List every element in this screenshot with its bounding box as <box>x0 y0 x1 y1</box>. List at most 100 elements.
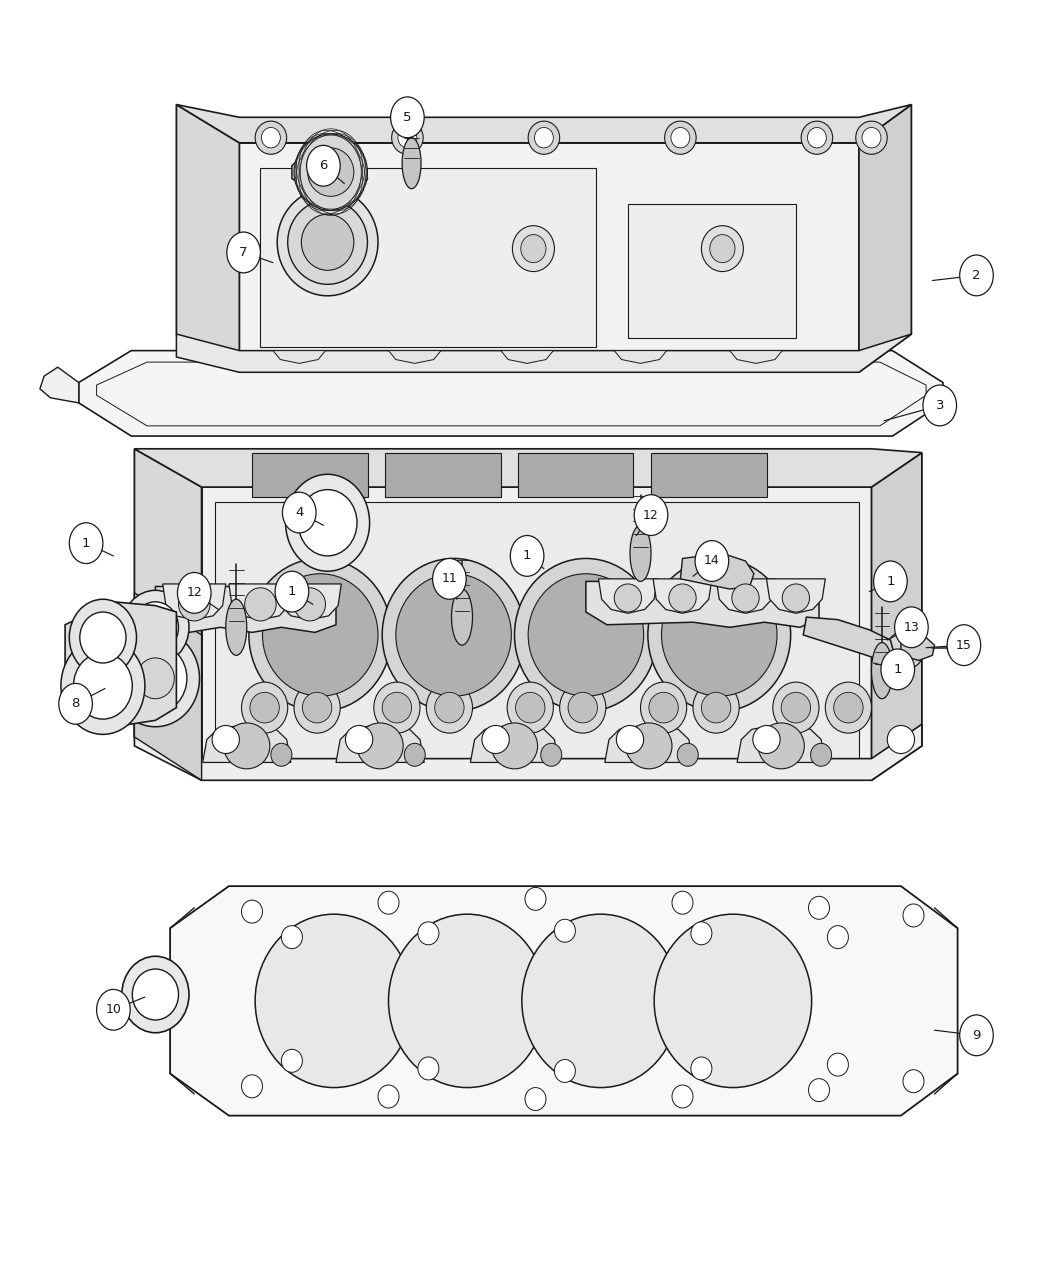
Ellipse shape <box>753 725 780 754</box>
Ellipse shape <box>281 1049 302 1072</box>
Polygon shape <box>501 351 553 363</box>
Ellipse shape <box>827 1053 848 1076</box>
Ellipse shape <box>758 723 804 769</box>
Ellipse shape <box>61 638 145 734</box>
Polygon shape <box>653 579 712 613</box>
Circle shape <box>227 232 260 273</box>
Ellipse shape <box>691 1057 712 1080</box>
Ellipse shape <box>357 723 403 769</box>
Ellipse shape <box>136 658 174 699</box>
Ellipse shape <box>512 226 554 272</box>
Ellipse shape <box>277 189 378 296</box>
Ellipse shape <box>80 612 126 663</box>
Ellipse shape <box>528 121 560 154</box>
Polygon shape <box>766 579 825 613</box>
Polygon shape <box>239 143 859 372</box>
Polygon shape <box>278 584 341 620</box>
Ellipse shape <box>388 914 546 1088</box>
Circle shape <box>59 683 92 724</box>
Polygon shape <box>803 617 895 660</box>
Polygon shape <box>292 150 368 189</box>
Text: 7: 7 <box>239 246 248 259</box>
Ellipse shape <box>382 692 412 723</box>
Ellipse shape <box>525 1088 546 1111</box>
Ellipse shape <box>665 121 696 154</box>
Ellipse shape <box>435 692 464 723</box>
Ellipse shape <box>245 588 276 621</box>
Circle shape <box>947 625 981 666</box>
Ellipse shape <box>554 1060 575 1082</box>
Circle shape <box>282 492 316 533</box>
Ellipse shape <box>886 631 924 669</box>
Polygon shape <box>134 449 202 780</box>
Text: 9: 9 <box>972 1029 981 1042</box>
Ellipse shape <box>255 914 413 1088</box>
Ellipse shape <box>507 682 553 733</box>
Polygon shape <box>730 351 782 363</box>
Text: 10: 10 <box>105 1003 122 1016</box>
Ellipse shape <box>298 490 357 556</box>
Ellipse shape <box>242 900 262 923</box>
Ellipse shape <box>132 969 179 1020</box>
Text: 6: 6 <box>319 159 328 172</box>
Polygon shape <box>215 502 859 765</box>
Ellipse shape <box>482 725 509 754</box>
Polygon shape <box>170 886 958 1116</box>
Ellipse shape <box>640 682 687 733</box>
Ellipse shape <box>302 692 332 723</box>
Ellipse shape <box>255 121 287 154</box>
Ellipse shape <box>560 682 606 733</box>
Polygon shape <box>336 724 424 762</box>
Ellipse shape <box>516 692 545 723</box>
Text: 1: 1 <box>894 663 902 676</box>
Ellipse shape <box>782 584 810 612</box>
Ellipse shape <box>710 235 735 263</box>
Ellipse shape <box>701 226 743 272</box>
Ellipse shape <box>672 1085 693 1108</box>
Circle shape <box>923 385 957 426</box>
Ellipse shape <box>616 725 644 754</box>
Ellipse shape <box>224 723 270 769</box>
Polygon shape <box>134 449 922 487</box>
Ellipse shape <box>281 926 302 949</box>
Ellipse shape <box>418 922 439 945</box>
Ellipse shape <box>396 574 511 696</box>
Text: 1: 1 <box>886 575 895 588</box>
Polygon shape <box>901 638 934 660</box>
Ellipse shape <box>662 574 777 696</box>
Ellipse shape <box>541 743 562 766</box>
Ellipse shape <box>122 590 189 664</box>
Polygon shape <box>470 724 559 762</box>
Polygon shape <box>163 584 226 620</box>
Circle shape <box>97 989 130 1030</box>
Circle shape <box>307 145 340 186</box>
Circle shape <box>433 558 466 599</box>
Ellipse shape <box>418 1057 439 1080</box>
Ellipse shape <box>872 643 892 699</box>
Polygon shape <box>40 367 79 403</box>
Polygon shape <box>518 453 633 497</box>
Ellipse shape <box>74 653 132 719</box>
Circle shape <box>960 255 993 296</box>
Text: 4: 4 <box>295 506 303 519</box>
Ellipse shape <box>132 602 179 653</box>
Ellipse shape <box>426 682 472 733</box>
Ellipse shape <box>614 584 642 612</box>
Circle shape <box>634 495 668 536</box>
Polygon shape <box>229 584 292 620</box>
Ellipse shape <box>554 919 575 942</box>
Ellipse shape <box>522 914 679 1088</box>
Polygon shape <box>79 351 943 436</box>
Text: 14: 14 <box>705 555 720 567</box>
Text: 12: 12 <box>643 509 659 521</box>
Ellipse shape <box>382 558 525 711</box>
Ellipse shape <box>288 200 368 284</box>
Ellipse shape <box>262 574 378 696</box>
Polygon shape <box>252 453 368 497</box>
Polygon shape <box>385 453 501 497</box>
Text: 5: 5 <box>403 111 412 124</box>
Polygon shape <box>260 168 596 347</box>
Ellipse shape <box>903 904 924 927</box>
Ellipse shape <box>326 226 368 272</box>
Ellipse shape <box>378 1085 399 1108</box>
